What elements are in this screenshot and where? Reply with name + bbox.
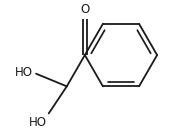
- Text: HO: HO: [15, 66, 33, 79]
- Text: HO: HO: [29, 116, 47, 129]
- Text: O: O: [80, 3, 90, 16]
